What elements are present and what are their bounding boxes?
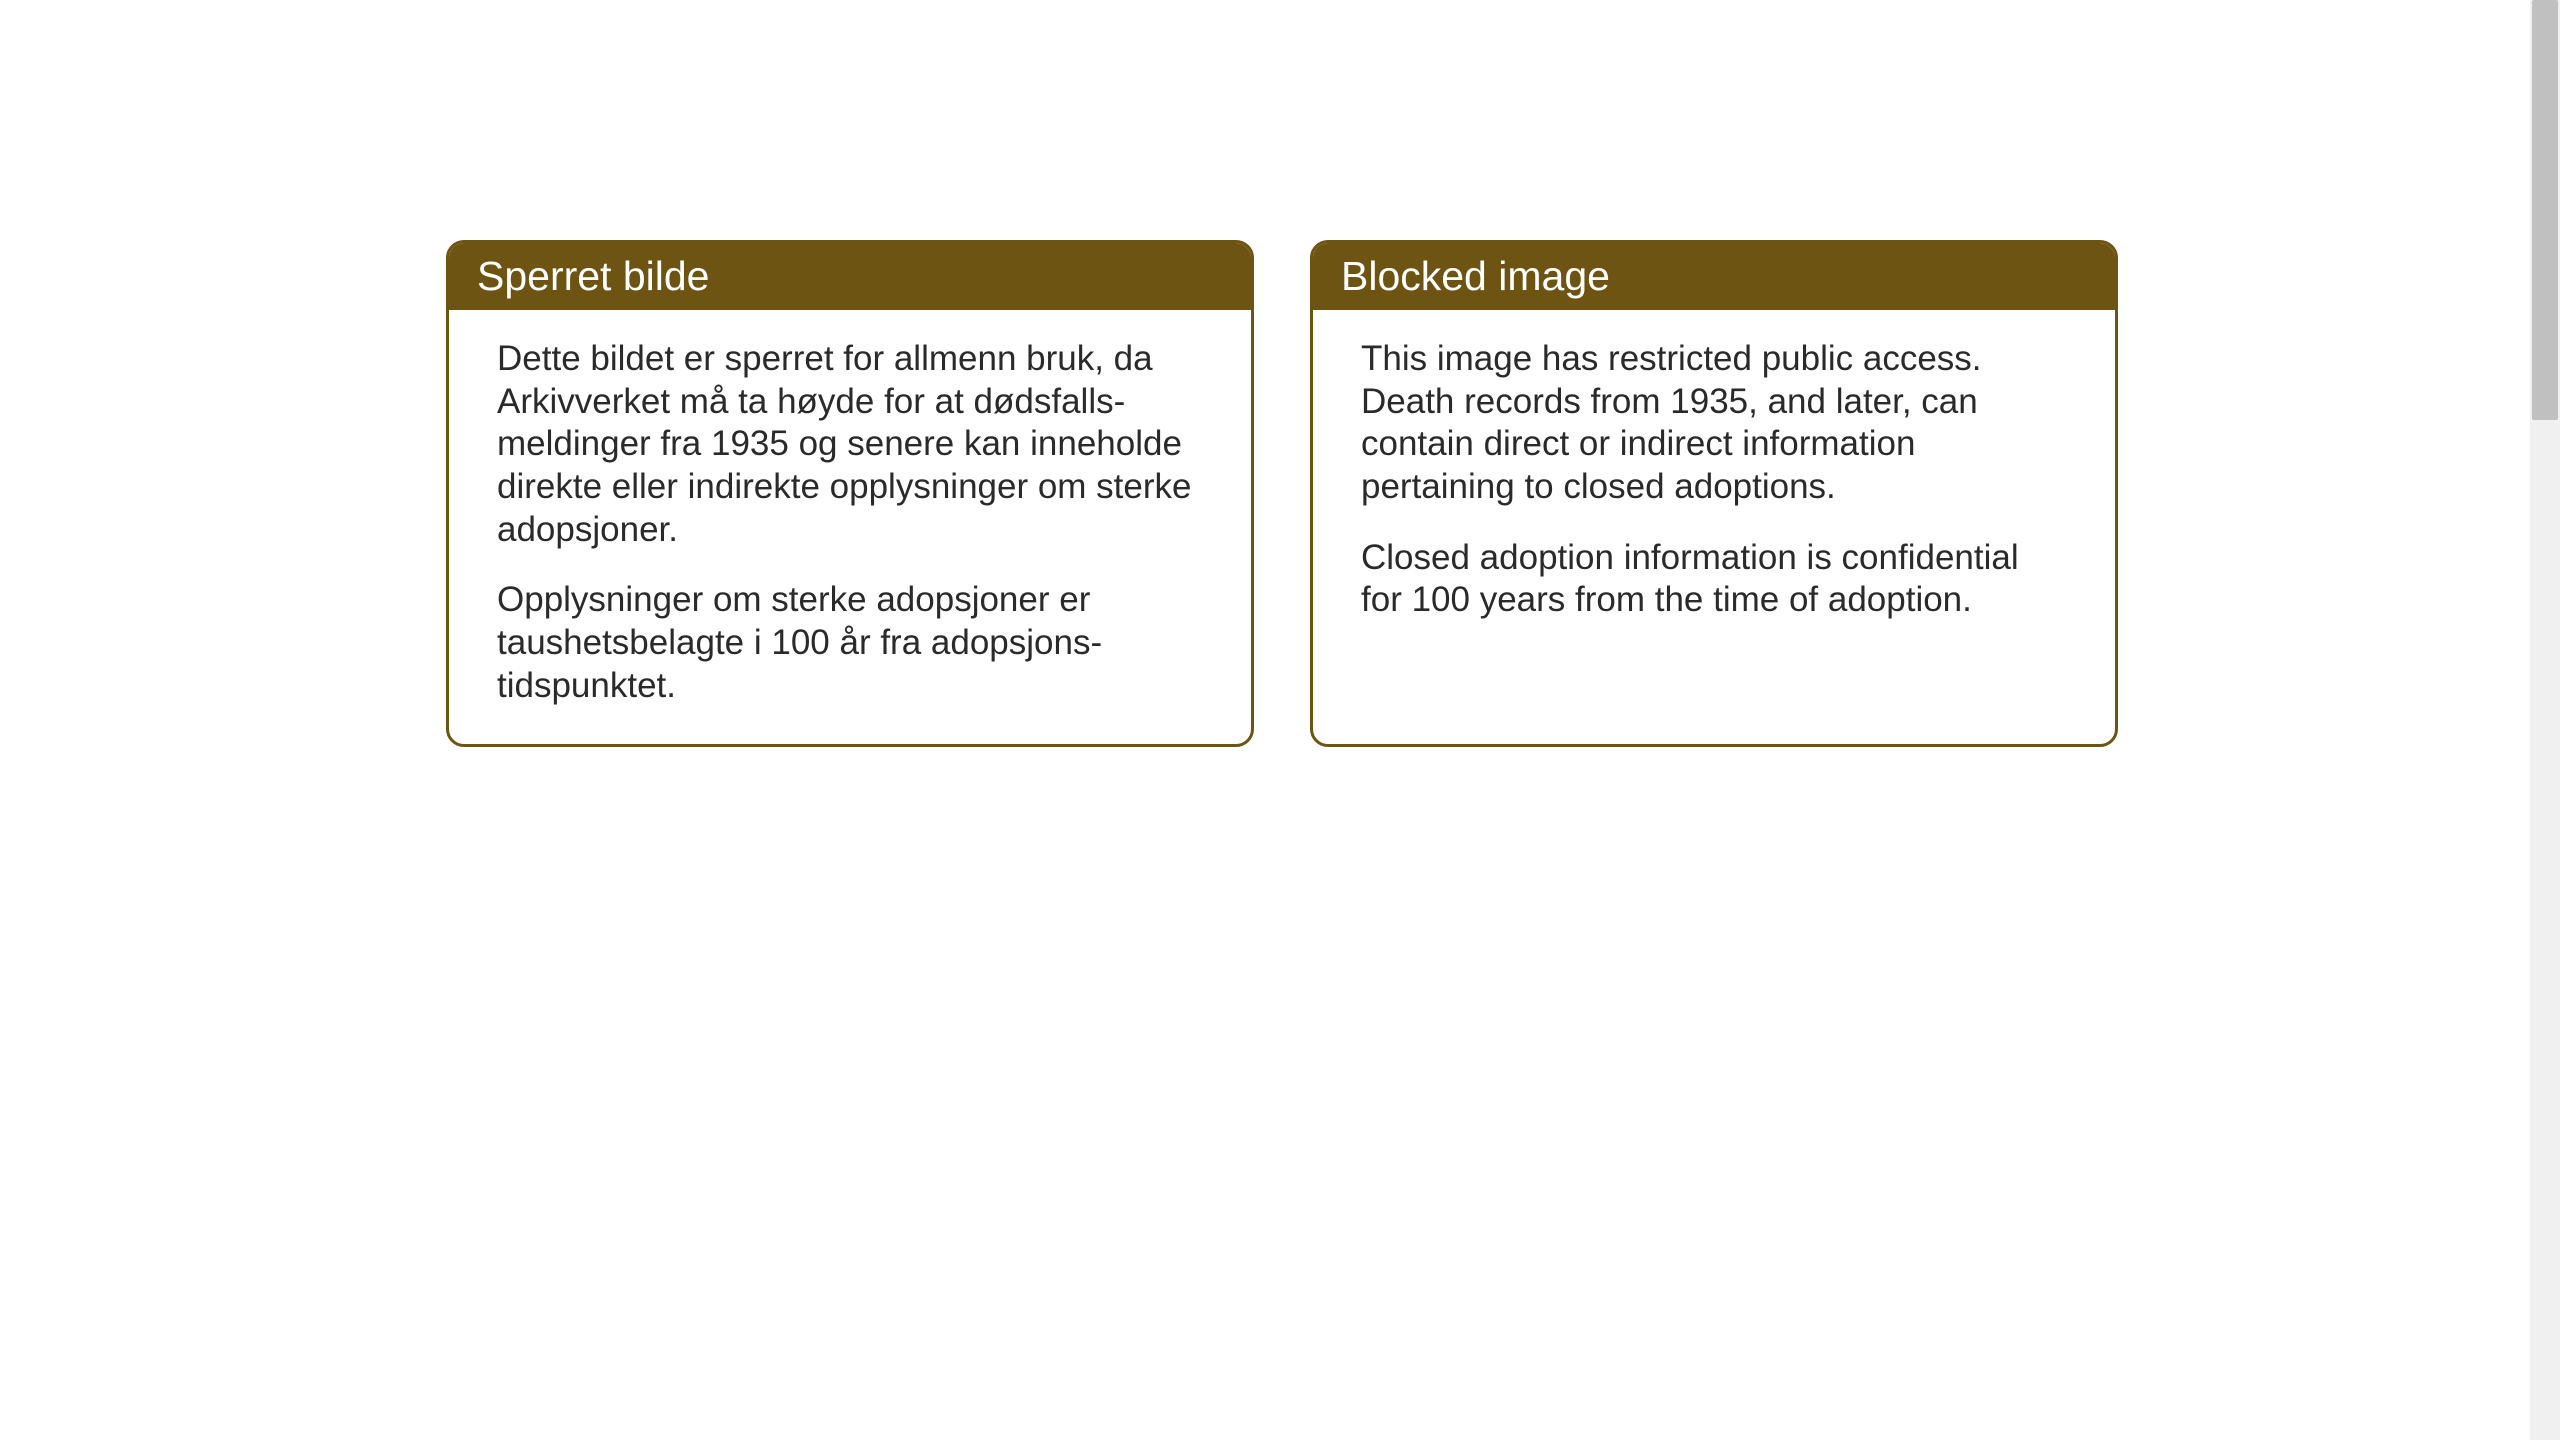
notice-paragraph-english-2: Closed adoption information is confident… [1361, 537, 2067, 622]
notice-body-english: This image has restricted public access.… [1313, 310, 2115, 700]
notice-body-norwegian: Dette bildet er sperret for allmenn bruk… [449, 310, 1251, 744]
notice-title-norwegian: Sperret bilde [477, 253, 709, 299]
notice-paragraph-norwegian-1: Dette bildet er sperret for allmenn bruk… [497, 338, 1203, 551]
notice-paragraph-norwegian-2: Opplysninger om sterke adopsjoner er tau… [497, 579, 1203, 707]
notice-header-english: Blocked image [1313, 243, 2115, 310]
scrollbar-thumb[interactable] [2532, 0, 2558, 420]
vertical-scrollbar[interactable] [2530, 0, 2560, 1440]
notice-header-norwegian: Sperret bilde [449, 243, 1251, 310]
notice-paragraph-english-1: This image has restricted public access.… [1361, 338, 2067, 509]
notice-card-norwegian: Sperret bilde Dette bildet er sperret fo… [446, 240, 1254, 747]
notice-container: Sperret bilde Dette bildet er sperret fo… [446, 240, 2118, 747]
notice-card-english: Blocked image This image has restricted … [1310, 240, 2118, 747]
notice-title-english: Blocked image [1341, 253, 1610, 299]
